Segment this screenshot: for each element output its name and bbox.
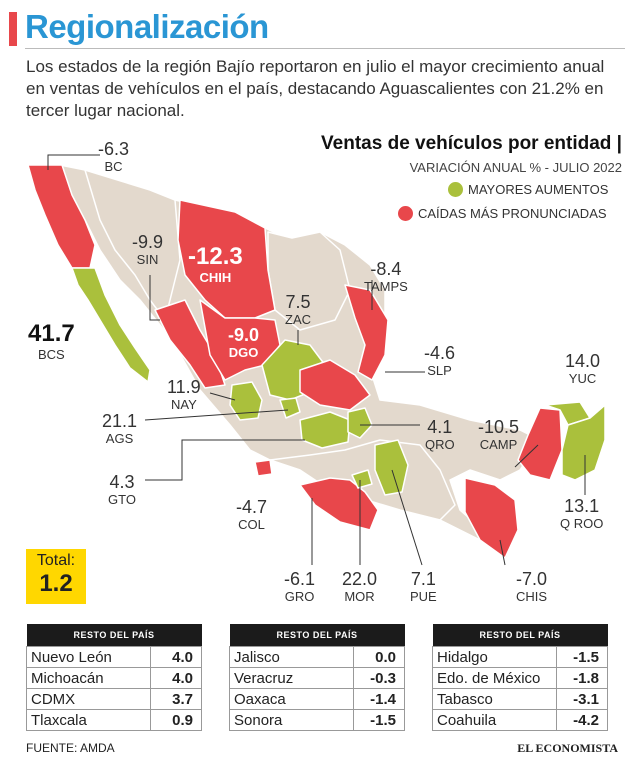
label-pue: 7.1 PUE — [410, 569, 437, 604]
label-chis: -7.0 CHIS — [516, 569, 548, 604]
legend-item-aumentos: MAYORES AUMENTOS — [448, 182, 608, 197]
title-accent-bar — [9, 12, 17, 46]
legend-green-dot — [448, 182, 463, 197]
rest-table-header: RESTO DEL PAÍS — [229, 624, 405, 647]
leader-line-chis — [499, 539, 506, 566]
source-note: FUENTE: AMDA — [26, 741, 115, 755]
map-state-sin — [154, 299, 226, 389]
table-row: CDMX 3.7 — [26, 688, 202, 710]
chart-subtitle: VARIACIÓN ANUAL % - JULIO 2022 — [409, 160, 622, 175]
label-ags: 21.1 AGS — [102, 411, 138, 446]
map-state-pue — [374, 439, 409, 496]
table-row: Oaxaca -1.4 — [229, 688, 405, 710]
rest-table-3: RESTO DEL PAÍS Hidalgo -1.5 Edo. de Méxic… — [432, 624, 608, 731]
total-value: 1.2 — [39, 570, 73, 597]
total-label: Total: — [36, 552, 76, 569]
table-row: Michoacán 4.0 — [26, 667, 202, 689]
label-dgo: -9.0 DGO — [228, 325, 260, 360]
table-row: Tlaxcala 0.9 — [26, 709, 202, 731]
map-state-qroo — [561, 404, 606, 481]
table-row: Tabasco -3.1 — [432, 688, 608, 710]
label-bc: -6.3 BC — [98, 139, 130, 174]
legend-label: MAYORES AUMENTOS — [468, 182, 609, 197]
map-state-slp — [299, 359, 371, 411]
map-state-qro — [347, 407, 373, 439]
table-row: Edo. de México -1.8 — [432, 667, 608, 689]
label-gro: -6.1 GRO — [284, 569, 316, 604]
map-state-gto — [299, 411, 351, 449]
label-chih: -12.3 CHIH — [188, 243, 243, 285]
rest-table-header: RESTO DEL PAÍS — [26, 624, 202, 647]
label-mor: 22.0 MOR — [342, 569, 378, 604]
rest-table-2: RESTO DEL PAÍS Jalisco 0.0 Veracruz -0.3 O… — [229, 624, 405, 731]
table-row: Coahuila -4.2 — [432, 709, 608, 731]
leader-line-pue — [391, 469, 423, 566]
page-title: Regionalización — [25, 8, 269, 45]
total-box: Total: 1.2 — [26, 549, 86, 604]
leader-line-gto — [145, 439, 305, 481]
leader-line-nay — [209, 392, 236, 401]
map-state-gro — [299, 477, 379, 531]
chart-title: Ventas de vehículos por entidad | — [321, 133, 622, 154]
map-state-ags — [279, 397, 301, 419]
legend-item-caidas: CAÍDAS MÁS PRONUNCIADAS — [398, 206, 607, 221]
label-bcs: 41.7 BCS — [28, 320, 75, 362]
leader-line-camp — [514, 444, 539, 468]
legend-label: CAÍDAS MÁS PRONUNCIADAS — [418, 206, 607, 221]
map-state-bcs — [71, 267, 151, 383]
label-slp: -4.6 SLP — [424, 343, 456, 378]
map-state-camp — [517, 407, 563, 481]
table-row: Hidalgo -1.5 — [432, 646, 608, 668]
label-camp: -10.5 CAMP — [478, 417, 520, 452]
table-row: Sonora -1.5 — [229, 709, 405, 731]
leader-line-bc — [47, 154, 100, 170]
table-row: Nuevo León 4.0 — [26, 646, 202, 668]
map-state-chis — [464, 477, 519, 559]
leader-line-ags — [144, 409, 289, 421]
title-divider — [25, 48, 625, 49]
map-state-tamps — [344, 284, 389, 381]
label-zac: 7.5 ZAC — [285, 292, 311, 327]
map-state-mor — [351, 469, 373, 489]
label-qroo: 13.1 Q ROO — [560, 496, 604, 531]
map-state-col — [254, 459, 273, 477]
label-nay: 11.9 NAY — [167, 377, 201, 412]
table-row: Jalisco 0.0 — [229, 646, 405, 668]
label-yuc: 14.0 YUC — [565, 351, 601, 386]
label-col: -4.7 COL — [236, 497, 268, 532]
intro-text: Los estados de la región Bajío reportaro… — [26, 57, 605, 120]
map-state-nay — [229, 381, 263, 421]
leader-line-sin — [149, 275, 160, 321]
table-row: Veracruz -0.3 — [229, 667, 405, 689]
label-sin: -9.9 SIN — [132, 232, 164, 267]
legend-red-dot — [398, 206, 413, 221]
label-qro: 4.1 QRO — [425, 417, 455, 452]
brand-logo: EL ECONOMISTA — [517, 741, 618, 755]
rest-table-header: RESTO DEL PAÍS — [432, 624, 608, 647]
label-gto: 4.3 GTO — [108, 472, 136, 507]
rest-table-1: RESTO DEL PAÍS Nuevo León 4.0 Michoacán 4.… — [26, 624, 202, 731]
label-tamps: -8.4 TAMPS — [364, 259, 408, 294]
